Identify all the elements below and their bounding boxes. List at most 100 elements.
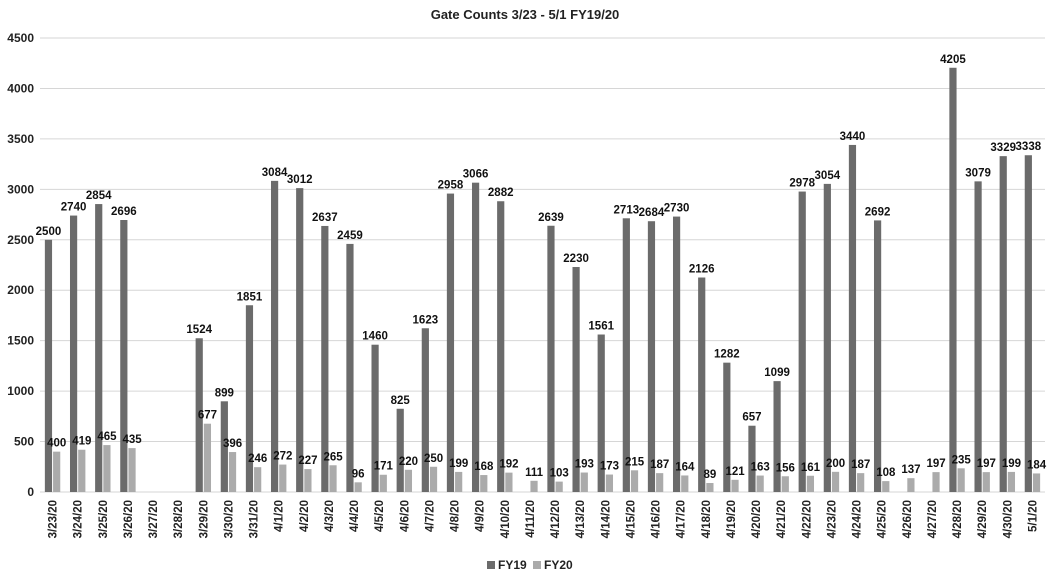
x-tick-label: 4/26/20 (902, 500, 914, 538)
data-label-fy20: 137 (901, 464, 920, 476)
x-axis-ticks: 3/23/20 3/24/20 3/25/20 3/26/20 3/27/20 3/28/… (48, 500, 1040, 538)
x-tick-label: 3/31/20 (249, 500, 261, 538)
data-label-fy20: 199 (1002, 458, 1021, 470)
bar-fy20 (932, 472, 940, 492)
x-tick-label: 4/29/20 (977, 500, 989, 538)
x-tick-label: 4/6/20 (399, 500, 411, 532)
x-tick-label: 4/24/20 (852, 500, 864, 538)
x-tick-label: 4/7/20 (424, 500, 436, 532)
x-tick-label: 4/13/20 (575, 500, 587, 538)
y-axis-ticks: 0 500 1000 1500 2000 2500 3000 3500 4000 4500 (7, 31, 34, 499)
bar-fy20 (103, 445, 111, 492)
data-label-fy20: 171 (374, 461, 394, 473)
bar-fy19 (195, 338, 203, 492)
bar-fy19 (622, 218, 630, 492)
bar-fy19 (974, 181, 982, 493)
y-tick-label: 1000 (7, 384, 34, 398)
x-tick-label: 3/26/20 (123, 500, 135, 538)
bar-fy20 (304, 469, 312, 492)
bar-fy19 (321, 225, 329, 492)
data-label-fy19: 1561 (588, 321, 614, 333)
bar-fy20 (505, 472, 513, 492)
y-tick-label: 1500 (7, 334, 34, 348)
data-label-fy19: 3338 (1016, 141, 1042, 153)
x-tick-label: 4/15/20 (625, 500, 637, 538)
x-tick-label: 4/17/20 (676, 500, 688, 538)
bar-fy19 (346, 243, 354, 492)
data-label-fy20: 435 (122, 434, 142, 446)
data-label-fy19: 2684 (639, 207, 665, 219)
data-label-fy20: 89 (704, 469, 717, 481)
bar-fy19 (120, 220, 128, 493)
data-label-fy19: 2740 (61, 202, 87, 214)
data-label-fy19: 3012 (287, 174, 313, 186)
data-label-fy20: 121 (725, 466, 745, 478)
bar-fy19 (698, 277, 706, 492)
y-tick-label: 4500 (7, 31, 34, 45)
data-label-fy20: 419 (72, 436, 91, 448)
bar-fy20 (379, 474, 387, 492)
x-tick-label: 3/28/20 (173, 500, 185, 538)
bar-fy20 (731, 479, 739, 492)
x-tick-label: 4/3/20 (324, 500, 336, 532)
x-tick-label: 3/29/20 (198, 500, 210, 538)
bar-fy19 (672, 216, 681, 492)
data-label-fy19: 2713 (614, 204, 640, 216)
data-label-fy19: 2230 (563, 253, 589, 265)
bar-fy20 (630, 470, 639, 492)
data-label-fy20: 173 (600, 461, 619, 473)
bar-fy19 (572, 267, 580, 492)
x-tick-label: 4/19/20 (726, 500, 738, 538)
data-label-fy20: 235 (952, 454, 972, 466)
chart-title: Gate Counts 3/23 - 5/1 FY19/20 (431, 7, 620, 22)
bar-fy19 (873, 220, 882, 492)
x-tick-label: 4/8/20 (450, 500, 462, 532)
legend-swatch-fy19 (487, 561, 495, 569)
data-label-fy19: 2637 (312, 212, 338, 224)
bar-fy19 (723, 362, 731, 492)
bar-fy19 (44, 239, 53, 492)
bar-fy20 (706, 483, 714, 492)
x-tick-label: 4/22/20 (801, 500, 813, 538)
bar-fy20 (279, 464, 287, 492)
bar-fy20 (555, 481, 563, 492)
x-tick-label: 3/27/20 (148, 500, 160, 538)
data-label-fy20: 265 (323, 451, 343, 463)
bar-fy20 (982, 472, 990, 492)
data-label-fy19: 2882 (488, 187, 514, 199)
bar-fy20 (78, 449, 86, 492)
bar-fy20 (128, 448, 136, 492)
x-tick-label: 4/10/20 (500, 500, 512, 538)
bar-fy19 (245, 305, 254, 492)
data-label-fy20: 400 (47, 438, 66, 450)
bar-fy20 (254, 467, 262, 492)
bar-fy19 (798, 191, 806, 492)
data-label-fy19: 1623 (413, 314, 439, 326)
data-label-fy19: 4205 (940, 54, 966, 66)
bar-fy19 (949, 67, 957, 493)
x-tick-label: 4/16/20 (651, 500, 663, 538)
data-label-fy19: 3440 (840, 131, 866, 143)
bar-fy19 (848, 144, 857, 493)
data-label-fy20: 220 (399, 456, 418, 468)
data-label-fy20: 161 (801, 462, 821, 474)
bar-fy19 (69, 215, 78, 492)
bar-fy19 (647, 221, 656, 492)
data-label-fy19: 3084 (262, 167, 288, 179)
data-label-fy19: 1099 (764, 367, 790, 379)
bars (44, 67, 1041, 493)
data-label-fy20: 192 (499, 459, 518, 471)
data-label-fy20: 465 (97, 431, 117, 443)
data-label-fy20: 246 (248, 453, 267, 465)
bar-fy19 (597, 334, 605, 492)
x-tick-label: 4/5/20 (374, 500, 386, 532)
data-label-fy20: 199 (449, 458, 468, 470)
bar-fy20 (656, 473, 664, 492)
data-label-fy20: 184 (1027, 459, 1047, 471)
x-tick-label: 5/1/20 (1027, 500, 1039, 532)
bar-fy20 (957, 468, 965, 492)
x-tick-label: 4/9/20 (475, 500, 487, 532)
data-label-fy20: 193 (575, 459, 594, 471)
data-label-fy20: 187 (851, 459, 870, 471)
data-label-fy19: 2854 (86, 190, 112, 202)
